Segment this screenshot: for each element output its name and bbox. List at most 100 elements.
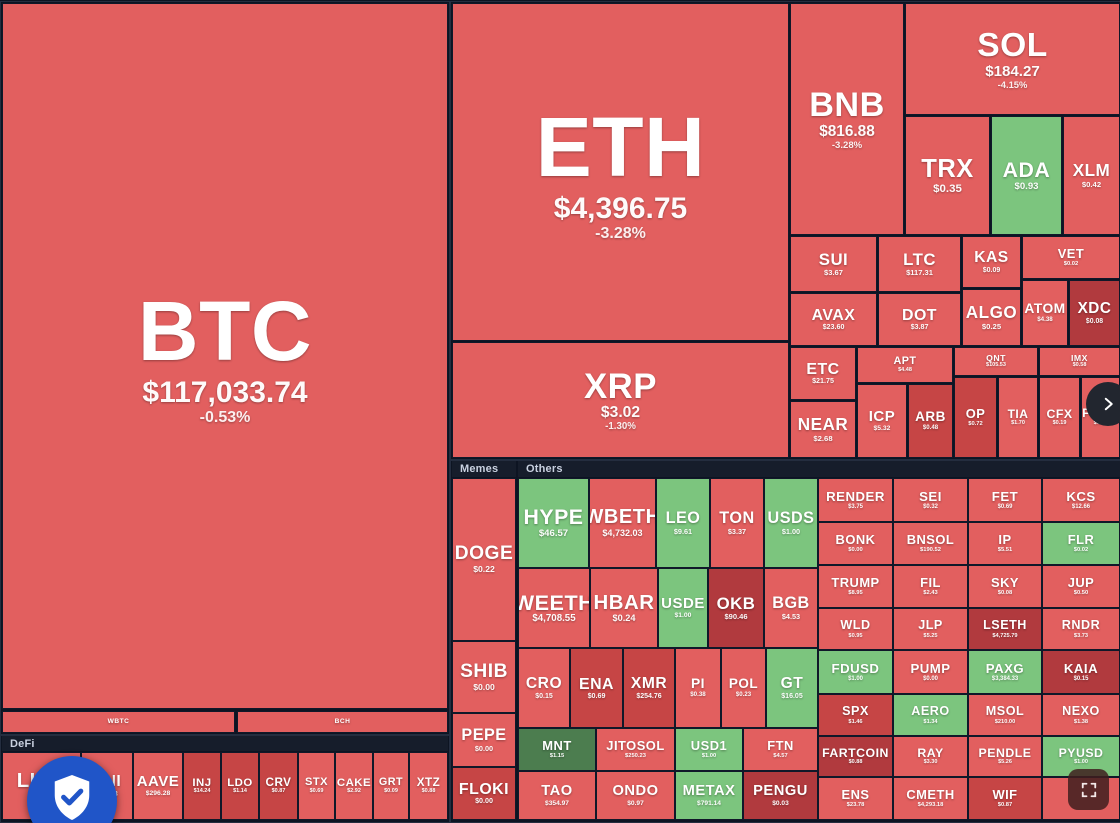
tile-bnsol[interactable]: BNSOL $190.52 bbox=[893, 522, 968, 565]
tile-mnt[interactable]: MNT $1.15 bbox=[518, 728, 596, 771]
tile-ondo[interactable]: ONDO $0.97 bbox=[596, 771, 675, 820]
tile-wbeth[interactable]: WBETH$4,732.03 bbox=[589, 478, 656, 568]
tile-leo[interactable]: LEO $9.61 bbox=[656, 478, 710, 568]
tile-ltc[interactable]: LTC $117.31 bbox=[878, 236, 961, 292]
tile-flr[interactable]: FLR $0.02 bbox=[1042, 522, 1120, 565]
tile-wbtc[interactable]: WBTC bbox=[2, 711, 235, 733]
tile-aave[interactable]: AAVE $296.28 bbox=[133, 752, 183, 820]
tile-sei[interactable]: SEI $0.32 bbox=[893, 478, 968, 522]
tile-atom[interactable]: ATOM $4.38 bbox=[1022, 280, 1068, 346]
tile-usd1[interactable]: USD1 $1.00 bbox=[675, 728, 743, 771]
tile-icp[interactable]: ICP $5.32 bbox=[857, 384, 907, 458]
next-button[interactable] bbox=[1086, 382, 1120, 426]
tile-grt[interactable]: GRT $0.09 bbox=[373, 752, 409, 820]
tile-bgb[interactable]: BGB $4.53 bbox=[764, 568, 818, 648]
tile-imx[interactable]: IMX $0.58 bbox=[1039, 347, 1120, 376]
tile-ena[interactable]: ENA $0.69 bbox=[570, 648, 623, 728]
tile-pump[interactable]: PUMP $0.00 bbox=[893, 650, 968, 694]
tile-apt[interactable]: APT $4.48 bbox=[857, 347, 953, 383]
tile-okb[interactable]: OKB $90.46 bbox=[708, 568, 764, 648]
tile-crv[interactable]: CRV $0.87 bbox=[259, 752, 298, 820]
tile-usde[interactable]: USDE $1.00 bbox=[658, 568, 708, 648]
coin-price: $0.88 bbox=[421, 788, 436, 795]
tile-pendle[interactable]: PENDLE $5.26 bbox=[968, 736, 1042, 777]
tile-ada[interactable]: ADA $0.93 bbox=[991, 116, 1062, 235]
tile-pengu[interactable]: PENGU $0.03 bbox=[743, 771, 818, 820]
tile-aero[interactable]: AERO $1.34 bbox=[893, 694, 968, 736]
tile-render[interactable]: RENDER $3.75 bbox=[818, 478, 893, 522]
tile-wld[interactable]: WLD $0.95 bbox=[818, 608, 893, 650]
tile-xlm[interactable]: XLM $0.42 bbox=[1063, 116, 1120, 235]
fullscreen-button[interactable] bbox=[1068, 769, 1109, 810]
tile-op[interactable]: OP $0.72 bbox=[954, 377, 997, 458]
tile-shib[interactable]: SHIB $0.00 bbox=[452, 641, 516, 713]
tile-cake[interactable]: CAKE $2.92 bbox=[335, 752, 373, 820]
tile-metax[interactable]: METAX $791.14 bbox=[675, 771, 743, 820]
tile-dot[interactable]: DOT $3.87 bbox=[878, 293, 961, 346]
tile-gt[interactable]: GT $16.05 bbox=[766, 648, 818, 728]
tile-cro[interactable]: CRO $0.15 bbox=[518, 648, 570, 728]
tile-lseth[interactable]: LSETH $4,725.79 bbox=[968, 608, 1042, 650]
tile-usds[interactable]: USDS $1.00 bbox=[764, 478, 818, 568]
tile-avax[interactable]: AVAX $23.60 bbox=[790, 293, 877, 346]
tile-arb[interactable]: ARB $0.48 bbox=[908, 384, 953, 458]
tile-sui[interactable]: SUI $3.67 bbox=[790, 236, 877, 292]
tile-fil[interactable]: FIL $2.43 bbox=[893, 565, 968, 608]
tile-fdusd[interactable]: FDUSD $1.00 bbox=[818, 650, 893, 694]
tile-bnb[interactable]: BNB $816.88 -3.28% bbox=[790, 3, 904, 235]
tile-ldo[interactable]: LDO $1.14 bbox=[221, 752, 259, 820]
tile-ray[interactable]: RAY $3.30 bbox=[893, 736, 968, 777]
tile-xdc[interactable]: XDC $0.08 bbox=[1069, 280, 1120, 346]
tile-ton[interactable]: TON $3.37 bbox=[710, 478, 764, 568]
tile-sky[interactable]: SKY $0.08 bbox=[968, 565, 1042, 608]
tile-paxg[interactable]: PAXG $3,384.33 bbox=[968, 650, 1042, 694]
tile-fet[interactable]: FET $0.69 bbox=[968, 478, 1042, 522]
tile-doge[interactable]: DOGE $0.22 bbox=[452, 478, 516, 641]
tile-wif[interactable]: WIF $0.87 bbox=[968, 777, 1042, 820]
tile-ens[interactable]: ENS $23.78 bbox=[818, 777, 893, 820]
tile-ftn[interactable]: FTN $4.57 bbox=[743, 728, 818, 771]
tile-inj[interactable]: INJ $14.24 bbox=[183, 752, 221, 820]
tile-fartcoin[interactable]: FARTCOIN $0.88 bbox=[818, 736, 893, 777]
tile-xrp[interactable]: XRP $3.02 -1.30% bbox=[452, 342, 789, 458]
tile-trump[interactable]: TRUMP $8.95 bbox=[818, 565, 893, 608]
tile-kaia[interactable]: KAIA $0.15 bbox=[1042, 650, 1120, 694]
tile-pepe[interactable]: PEPE $0.00 bbox=[452, 713, 516, 767]
tile-stx[interactable]: STX $0.69 bbox=[298, 752, 335, 820]
tile-hype[interactable]: HYPE $46.57 bbox=[518, 478, 589, 568]
tile-floki[interactable]: FLOKI $0.00 bbox=[452, 767, 516, 820]
tile-qnt[interactable]: QNT $105.53 bbox=[954, 347, 1038, 376]
tile-vet[interactable]: VET $0.02 bbox=[1022, 236, 1120, 279]
tile-btc[interactable]: BTC $117,033.74 -0.53% bbox=[2, 3, 448, 709]
tile-pyusd[interactable]: PYUSD $1.00 bbox=[1042, 736, 1120, 777]
tile-trx[interactable]: TRX $0.35 bbox=[905, 116, 990, 235]
tile-jup[interactable]: JUP $0.50 bbox=[1042, 565, 1120, 608]
tile-bch[interactable]: BCH bbox=[237, 711, 448, 733]
tile-cfx[interactable]: CFX $0.19 bbox=[1039, 377, 1080, 458]
tile-weeth[interactable]: WEETH$4,708.55 bbox=[518, 568, 590, 648]
tile-etc[interactable]: ETC $21.75 bbox=[790, 347, 856, 400]
tile-hbar[interactable]: HBAR $0.24 bbox=[590, 568, 658, 648]
tile-xmr[interactable]: XMR $254.76 bbox=[623, 648, 675, 728]
tile-tia[interactable]: TIA $1.70 bbox=[998, 377, 1038, 458]
tile-msol[interactable]: MSOL $210.00 bbox=[968, 694, 1042, 736]
tile-cmeth[interactable]: CMETH $4,293.18 bbox=[893, 777, 968, 820]
tile-algo[interactable]: ALGO $0.25 bbox=[962, 289, 1021, 346]
tile-tao[interactable]: TAO $354.97 bbox=[518, 771, 596, 820]
tile-nexo[interactable]: NEXO $1.38 bbox=[1042, 694, 1120, 736]
tile-jlp[interactable]: JLP $5.25 bbox=[893, 608, 968, 650]
tile-jitosol[interactable]: JITOSOL $250.23 bbox=[596, 728, 675, 771]
tile-rndr[interactable]: RNDR $3.73 bbox=[1042, 608, 1120, 650]
tile-pol[interactable]: POL $0.23 bbox=[721, 648, 766, 728]
tile-eth[interactable]: ETH $4,396.75 -3.28% bbox=[452, 3, 789, 341]
tile-spx[interactable]: SPX $1.46 bbox=[818, 694, 893, 736]
tile-kas[interactable]: KAS $0.09 bbox=[962, 236, 1021, 288]
tile-xtz[interactable]: XTZ $0.88 bbox=[409, 752, 448, 820]
tile-ip[interactable]: IP $5.51 bbox=[968, 522, 1042, 565]
tile-sol[interactable]: SOL $184.27 -4.15% bbox=[905, 3, 1120, 115]
tile-near[interactable]: NEAR $2.68 bbox=[790, 401, 856, 458]
shield-badge[interactable] bbox=[27, 756, 117, 823]
tile-bonk[interactable]: BONK $0.00 bbox=[818, 522, 893, 565]
tile-pi[interactable]: PI $0.38 bbox=[675, 648, 721, 728]
tile-kcs[interactable]: KCS $12.66 bbox=[1042, 478, 1120, 522]
